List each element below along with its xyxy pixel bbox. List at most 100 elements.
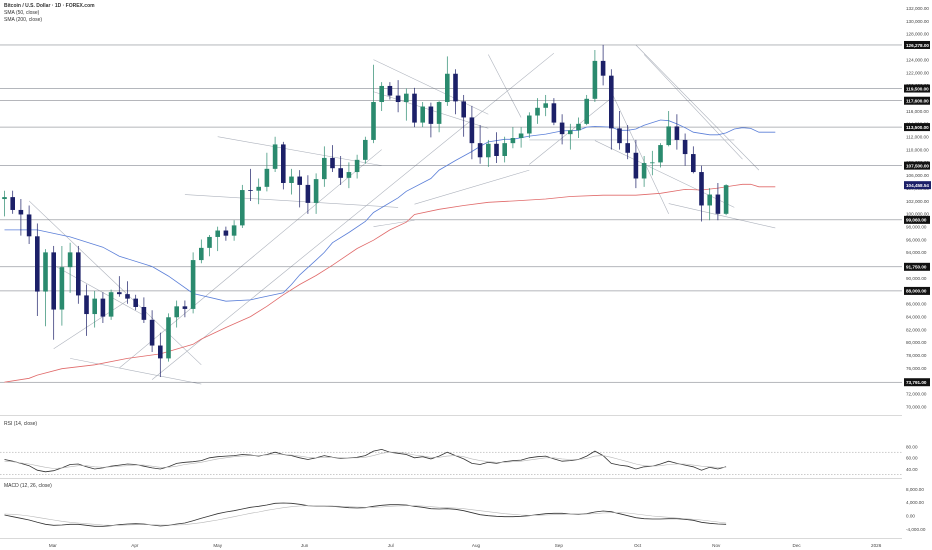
candle-body — [715, 194, 721, 214]
level-label: 126,278.00 — [906, 43, 929, 48]
candle-body — [215, 230, 220, 237]
candle-body — [264, 168, 270, 187]
candle-body — [346, 172, 352, 178]
candle-body — [125, 294, 130, 299]
level-label: 113,500.00 — [906, 125, 929, 130]
candle-body — [412, 93, 417, 123]
rsi-tick-label: 40.00 — [906, 467, 918, 472]
y-tick-label: 80,000.00 — [906, 340, 927, 345]
candle-body — [141, 306, 147, 320]
candle-body — [100, 298, 106, 317]
trendline — [373, 59, 489, 115]
x-tick-label: Oct — [634, 543, 642, 548]
y-tick-label: 94,000.00 — [906, 250, 927, 255]
y-tick-label: 70,000.00 — [906, 404, 927, 409]
trendline — [119, 149, 382, 369]
trendline — [594, 140, 735, 208]
candle-body — [502, 143, 507, 156]
x-tick-label: Mar — [49, 543, 57, 548]
current-price-box — [904, 181, 931, 190]
candle-body — [641, 163, 647, 179]
candle-body — [18, 209, 24, 215]
y-tick-label: 90,000.00 — [906, 276, 927, 281]
level-label: 99,060.00 — [906, 218, 927, 223]
level-label-box — [904, 262, 930, 271]
candle-body — [453, 73, 458, 102]
candle-body — [387, 85, 393, 96]
y-tick-label: 72,000.00 — [906, 392, 927, 397]
level-label: 73,791.00 — [906, 380, 927, 385]
candle-body — [551, 103, 557, 123]
candle-body — [51, 252, 56, 310]
rsi-signal-line — [4, 451, 727, 469]
candle-body — [10, 197, 15, 210]
candle-body — [650, 162, 655, 164]
x-tick-label: Nov — [712, 543, 721, 548]
candle-body — [469, 117, 475, 144]
candle-body — [404, 93, 409, 103]
candle-body — [395, 95, 401, 103]
candle-body — [67, 252, 73, 268]
y-tick-label: 84,000.00 — [906, 314, 927, 319]
candle-body — [363, 139, 368, 160]
candle-body — [354, 159, 360, 173]
rsi-panel-label: RSI (14, close) — [4, 421, 38, 427]
level-label-box — [904, 161, 930, 170]
candle-body — [682, 139, 688, 155]
trendline — [643, 54, 743, 160]
candle-body — [207, 236, 212, 248]
candle-body — [59, 267, 65, 310]
candle-body — [174, 306, 179, 318]
candle-body — [609, 75, 614, 129]
macd-tick-label: 0.00 — [906, 513, 915, 518]
x-tick-label: Apr — [131, 543, 139, 548]
level-label: 91,750.00 — [906, 265, 927, 270]
candle-body — [92, 298, 97, 315]
rsi-tick-label: 60.00 — [906, 456, 918, 461]
candle-body — [461, 101, 466, 118]
y-tick-label: 82,000.00 — [906, 327, 927, 332]
candle-body — [584, 98, 589, 124]
candle-body — [231, 225, 237, 236]
y-tick-label: 112,000.00 — [906, 135, 929, 140]
candle-body — [510, 138, 516, 144]
candle-body — [707, 194, 712, 206]
y-tick-label: 132,000.00 — [906, 6, 929, 11]
candle-body — [625, 143, 630, 153]
candle-body — [182, 306, 188, 309]
candle-body — [272, 144, 278, 169]
sma50-legend: SMA (50, close) — [4, 10, 40, 16]
level-label: 104,458.54 — [906, 183, 929, 188]
candle-body — [445, 73, 450, 103]
candle-body — [617, 128, 622, 144]
y-tick-label: 116,000.00 — [906, 109, 929, 114]
candle-body — [240, 190, 245, 226]
sma200-legend: SMA (200, close) — [4, 17, 43, 23]
candle-body — [559, 122, 565, 135]
candle-body — [248, 190, 253, 191]
trendline — [373, 219, 415, 227]
x-tick-label: Jul — [388, 543, 394, 548]
level-label: 117,600.00 — [906, 99, 929, 104]
x-tick-label: Aug — [472, 543, 481, 548]
candle-body — [133, 298, 138, 307]
x-tick-label: May — [213, 543, 222, 548]
level-label-box — [904, 215, 930, 224]
candle-body — [149, 319, 155, 346]
y-tick-label: 106,000.00 — [906, 173, 929, 178]
candle-body — [322, 157, 327, 180]
trendline — [184, 194, 399, 208]
level-label-box — [904, 84, 930, 93]
macd-tick-label: 4,000.00 — [906, 500, 924, 505]
y-tick-label: 96,000.00 — [906, 237, 927, 242]
trendline — [414, 169, 530, 205]
y-tick-label: 78,000.00 — [906, 353, 927, 358]
level-label-box — [904, 286, 930, 295]
y-tick-label: 122,000.00 — [906, 70, 929, 75]
level-label-box — [904, 378, 930, 387]
level-label-box — [904, 123, 930, 132]
y-tick-label: 128,000.00 — [906, 32, 929, 37]
level-label-box — [904, 40, 930, 49]
y-tick-label: 110,000.00 — [906, 147, 929, 152]
